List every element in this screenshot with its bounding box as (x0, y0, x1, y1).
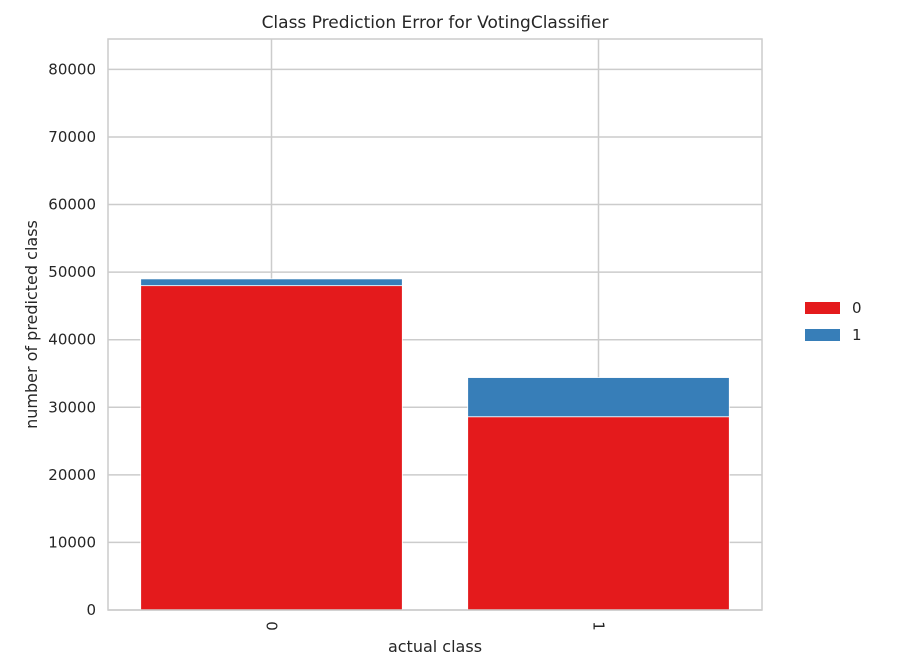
x-axis-label: actual class (388, 637, 482, 656)
y-tick-label: 50000 (48, 263, 96, 281)
x-tick-label: 0 (263, 621, 281, 631)
bar-actual-1-predicted-0 (467, 416, 730, 611)
y-tick-labels: 0 10000 20000 30000 40000 50000 60000 70000 8000… (48, 60, 96, 619)
plot-frame (107, 38, 763, 611)
bar-actual-0-predicted-1 (140, 278, 403, 287)
y-tick-label: 10000 (48, 533, 96, 551)
bar-actual-0-predicted-0 (140, 285, 403, 611)
legend: 01 (805, 299, 862, 344)
chart-title: Class Prediction Error for VotingClassif… (262, 13, 609, 33)
y-axis-label: number of predicted class (22, 220, 41, 429)
y-tick-label: 20000 (48, 466, 96, 484)
legend-label-1: 1 (852, 326, 862, 344)
y-tick-label: 30000 (48, 398, 96, 416)
x-tick-label: 1 (590, 621, 608, 631)
y-tick-label: 60000 (48, 196, 96, 214)
legend-swatch-1 (805, 329, 840, 341)
legend-label-0: 0 (852, 299, 862, 317)
legend-swatch-0 (805, 302, 840, 314)
y-tick-label: 70000 (48, 128, 96, 146)
y-tick-label: 40000 (48, 331, 96, 349)
bar-actual-1-predicted-1 (467, 377, 730, 418)
y-tick-label: 0 (86, 601, 96, 619)
bar-layer (140, 278, 730, 611)
y-tick-label: 80000 (48, 60, 96, 78)
